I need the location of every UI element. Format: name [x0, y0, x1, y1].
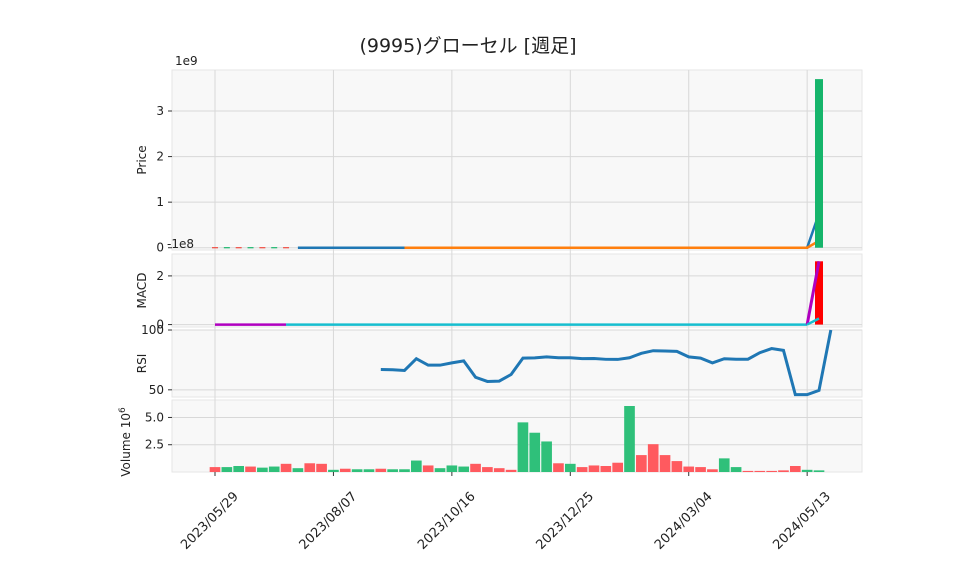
y-axis-label-volume: Volume 106: [118, 407, 133, 477]
y-axis-label-macd: MACD: [135, 273, 149, 309]
volume-bar: [801, 469, 813, 472]
y-tick-label: 50: [149, 383, 164, 397]
volume-bar: [588, 465, 600, 472]
volume-bar: [458, 466, 470, 472]
y-tick-label: 100: [141, 323, 164, 337]
panel-rsi-background: [171, 329, 863, 398]
signal-line: [806, 317, 820, 326]
volume-bar: [529, 432, 541, 472]
volume-bar: [446, 465, 458, 472]
y-axis-label-price: Price: [135, 145, 149, 174]
volume-bar: [647, 444, 659, 472]
volume-bar: [600, 466, 612, 472]
macd-histogram-bar: [815, 261, 823, 325]
volume-bar: [280, 463, 292, 472]
x-tick-label: 2024/05/13: [770, 489, 834, 553]
panel-macd-background: [171, 253, 863, 328]
volume-bar: [339, 468, 351, 472]
y-tick-label: 0: [156, 318, 164, 332]
x-tick-label: 2023/12/25: [534, 489, 598, 553]
y-tick-label: 3: [156, 104, 164, 118]
volume-unit-base: 10: [119, 413, 133, 428]
volume-bar: [564, 463, 576, 472]
x-tick-label: 2023/08/07: [297, 489, 361, 553]
volume-bar: [730, 467, 742, 472]
volume-bar: [351, 469, 363, 472]
volume-bar: [363, 469, 375, 472]
volume-bar: [399, 469, 410, 472]
y-tick-label: 5.0: [145, 410, 164, 424]
volume-bar: [636, 455, 647, 472]
rsi-line: [380, 329, 833, 397]
price-ma-long-line: [404, 239, 820, 249]
volume-bar: [624, 406, 635, 472]
y-tick-label: 2.5: [145, 438, 164, 452]
price-offset-label: 1e9: [175, 54, 198, 68]
volume-unit-exponent: 6: [118, 407, 128, 413]
volume-bar: [482, 467, 493, 472]
volume-bar: [718, 458, 730, 472]
volume-bar: [434, 468, 446, 472]
volume-bar: [517, 422, 529, 472]
volume-bar: [493, 468, 505, 472]
x-tick-label: 2023/05/29: [178, 489, 242, 553]
y-tick-label: 2: [156, 150, 164, 164]
macd-offset-label: -1e8: [167, 237, 194, 251]
volume-bar: [766, 470, 777, 472]
macd-line: [805, 261, 821, 325]
panel-volume-background: [171, 399, 863, 473]
volume-bar: [422, 465, 434, 472]
volume-bar: [576, 467, 588, 472]
volume-label-text: Volume: [119, 428, 133, 476]
x-tick-label: 2024/03/04: [652, 489, 716, 553]
volume-bar: [813, 470, 825, 472]
price-candle-big: [815, 79, 823, 248]
volume-bar: [268, 466, 280, 472]
volume-bar: [659, 455, 671, 472]
volume-bar: [209, 467, 221, 472]
y-tick-label: 2: [156, 269, 164, 283]
volume-bar: [778, 470, 789, 472]
volume-bar: [541, 441, 552, 472]
volume-bar: [328, 469, 339, 472]
volume-bar: [316, 463, 327, 472]
y-axis-label-rsi: RSI: [135, 354, 149, 374]
volume-bar: [789, 466, 801, 472]
volume-bar: [695, 467, 706, 472]
volume-bar: [245, 466, 256, 472]
y-tick-label: 1: [156, 195, 164, 209]
volume-bar: [505, 469, 517, 472]
volume-bar: [387, 469, 398, 472]
volume-bar: [683, 466, 695, 472]
volume-bar: [411, 460, 422, 472]
chart-title: (9995)グローセル [週足]: [359, 35, 576, 57]
volume-bar: [707, 469, 718, 472]
volume-bar: [257, 467, 268, 472]
volume-bar: [742, 470, 754, 472]
volume-bar: [612, 462, 623, 472]
volume-bar: [375, 468, 387, 472]
panel-price-background: [171, 69, 863, 251]
volume-bar: [671, 461, 683, 472]
volume-bar: [233, 466, 245, 472]
y-tick-label: 0: [156, 241, 164, 255]
x-tick-label: 2023/10/16: [415, 489, 479, 553]
volume-bar: [304, 463, 316, 472]
volume-bar: [470, 463, 481, 472]
volume-bar: [553, 463, 564, 472]
volume-bar: [754, 470, 766, 472]
volume-bar: [221, 467, 233, 472]
volume-bar: [292, 468, 304, 472]
